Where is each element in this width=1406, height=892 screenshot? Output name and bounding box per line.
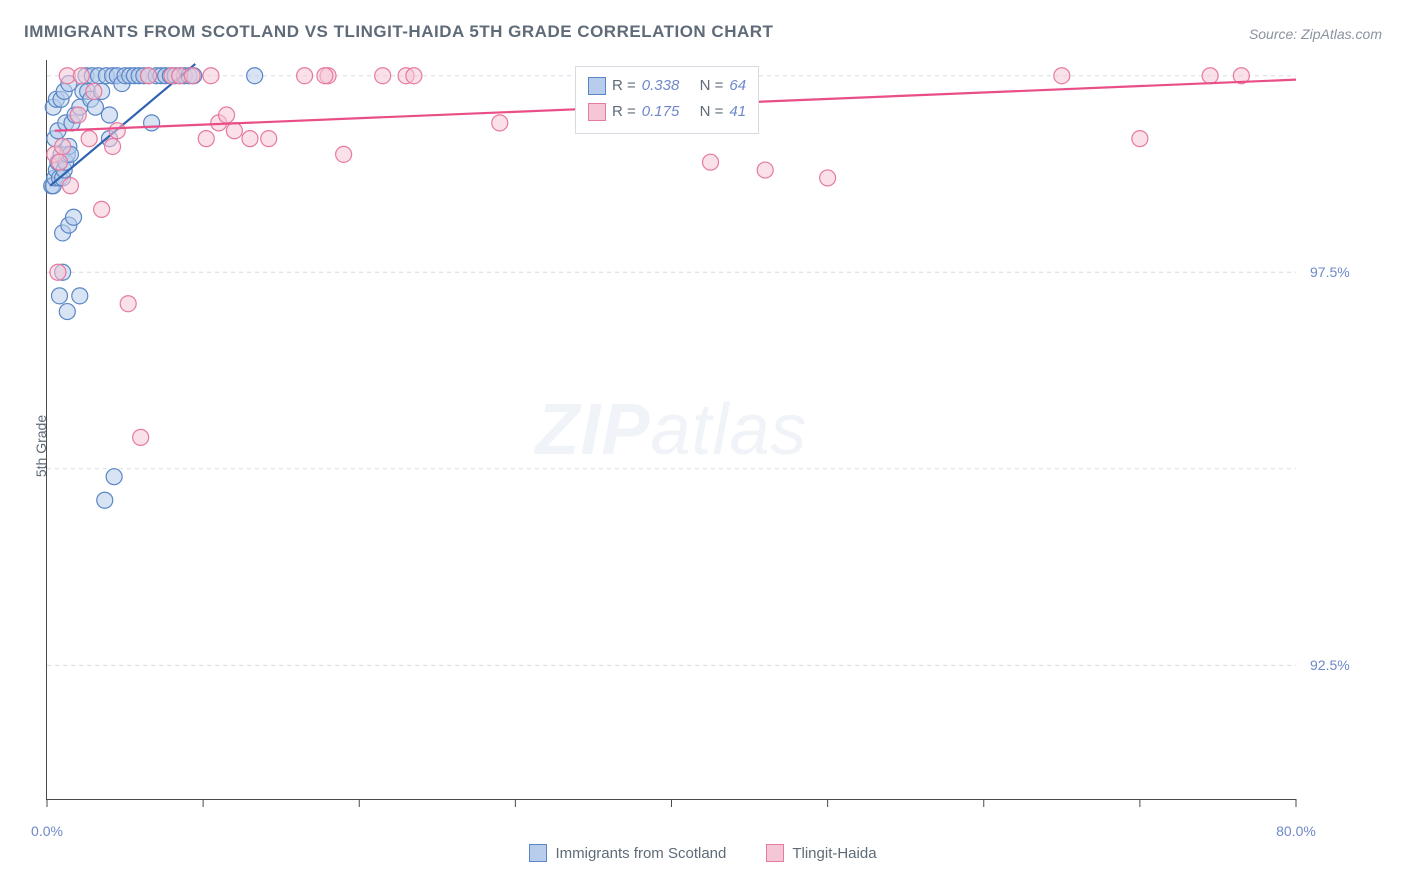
- n-value: 41: [729, 99, 746, 125]
- r-value: 0.338: [642, 73, 680, 99]
- x-tick-label: 0.0%: [31, 823, 63, 839]
- r-label: R =: [612, 99, 636, 125]
- series-swatch-icon: [588, 77, 606, 95]
- plot-area: ZIPatlas R = 0.338 N = 64 R = 0.175 N = …: [46, 60, 1296, 800]
- n-label: N =: [700, 99, 724, 125]
- n-value: 64: [729, 73, 746, 99]
- legend-label: Tlingit-Haida: [792, 845, 876, 862]
- bottom-legend: Immigrants from Scotland Tlingit-Haida: [0, 844, 1406, 862]
- legend-item: Tlingit-Haida: [766, 844, 876, 862]
- stats-row: R = 0.338 N = 64: [588, 73, 746, 99]
- r-value: 0.175: [642, 99, 680, 125]
- data-layer: [47, 60, 1296, 799]
- legend-label: Immigrants from Scotland: [555, 845, 726, 862]
- source-label: Source: ZipAtlas.com: [1249, 26, 1382, 42]
- series-swatch-icon: [766, 844, 784, 862]
- stats-row: R = 0.175 N = 41: [588, 99, 746, 125]
- legend-item: Immigrants from Scotland: [529, 844, 726, 862]
- r-label: R =: [612, 73, 636, 99]
- n-label: N =: [700, 73, 724, 99]
- chart-title: IMMIGRANTS FROM SCOTLAND VS TLINGIT-HAID…: [24, 22, 773, 42]
- x-tick-label: 80.0%: [1276, 823, 1316, 839]
- series-swatch-icon: [588, 103, 606, 121]
- series-swatch-icon: [529, 844, 547, 862]
- y-tick-label: 92.5%: [1310, 657, 1350, 673]
- stats-legend: R = 0.338 N = 64 R = 0.175 N = 41: [575, 66, 759, 134]
- y-tick-label: 97.5%: [1310, 264, 1350, 280]
